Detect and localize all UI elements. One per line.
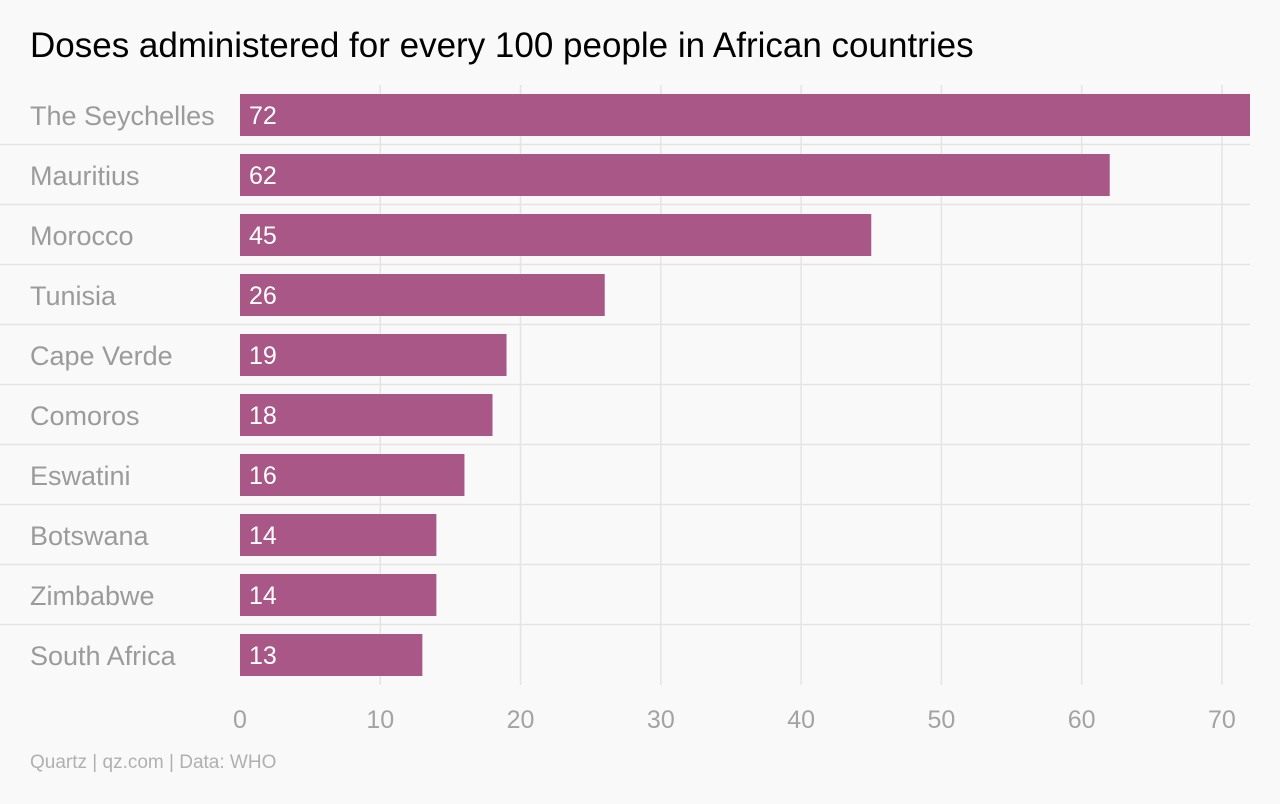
bar-7 — [240, 514, 437, 556]
x-tick-label-4: 40 — [787, 706, 815, 734]
bar-value-label-3: 26 — [249, 282, 277, 310]
x-tick-label-1: 10 — [366, 706, 394, 734]
category-label-7: Botswana — [30, 521, 150, 551]
category-label-3: Tunisia — [30, 281, 117, 311]
x-tick-label-5: 50 — [927, 706, 955, 734]
category-label-6: Eswatini — [30, 461, 131, 491]
x-axis-ticks: 0 10 20 30 40 50 60 70 — [233, 706, 1236, 734]
x-tick-label-3: 30 — [647, 706, 675, 734]
bar-value-label-4: 19 — [249, 342, 277, 370]
bar-1 — [240, 154, 1110, 196]
bar-value-label-9: 13 — [249, 642, 277, 670]
x-tick-label-0: 0 — [233, 706, 247, 734]
bar-9 — [240, 634, 423, 676]
bar-5 — [240, 394, 493, 436]
bar-value-label-7: 14 — [249, 522, 277, 550]
x-tick-label-2: 20 — [507, 706, 535, 734]
x-tick-label-7: 70 — [1208, 706, 1236, 734]
category-label-2: Morocco — [30, 221, 134, 251]
bar-6 — [240, 454, 465, 496]
bar-3 — [240, 274, 605, 316]
category-labels: The Seychelles Mauritius Morocco Tunisia Cap… — [30, 101, 215, 671]
category-label-5: Comoros — [30, 401, 140, 431]
bar-0 — [240, 94, 1250, 136]
source-note: Quartz | qz.com | Data: WHO — [30, 752, 277, 773]
bar-value-label-2: 45 — [249, 222, 277, 250]
bar-value-label-1: 62 — [249, 162, 277, 190]
bar-value-label-0: 72 — [249, 102, 277, 130]
category-label-0: The Seychelles — [30, 101, 215, 131]
bar-8 — [240, 574, 437, 616]
bar-value-label-6: 16 — [249, 462, 277, 490]
category-label-9: South Africa — [30, 641, 177, 671]
x-tick-label-6: 60 — [1068, 706, 1096, 734]
category-label-1: Mauritius — [30, 161, 140, 191]
chart-title: Doses administered for every 100 people … — [30, 26, 974, 65]
bar-4 — [240, 334, 507, 376]
bar-value-label-8: 14 — [249, 582, 277, 610]
bars: 72 62 45 26 19 18 16 14 14 13 — [240, 94, 1250, 676]
category-label-8: Zimbabwe — [30, 581, 155, 611]
bar-2 — [240, 214, 872, 256]
category-label-4: Cape Verde — [30, 341, 173, 371]
bar-value-label-5: 18 — [249, 402, 277, 430]
